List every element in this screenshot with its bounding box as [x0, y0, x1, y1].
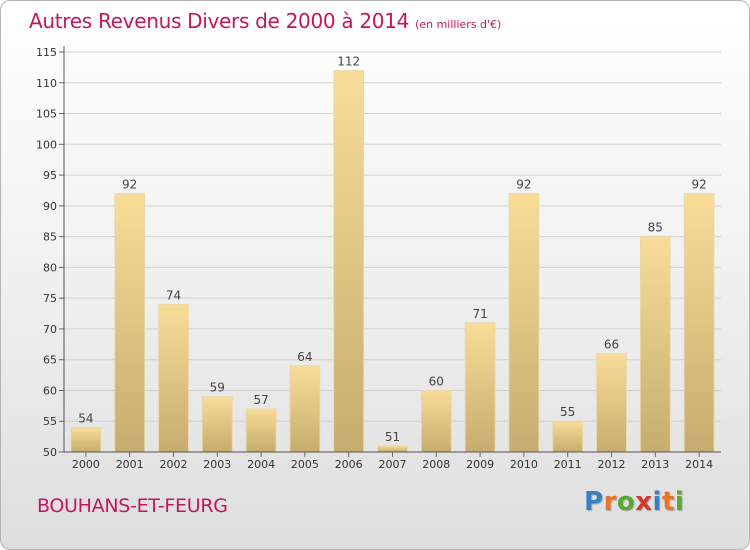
bar-2010 — [508, 193, 540, 453]
data-label: 92 — [691, 178, 706, 192]
bar-2003 — [202, 396, 233, 453]
x-tick-label: 2008 — [422, 458, 450, 471]
commune-name: BOUHANS-ET-FEURG — [37, 495, 228, 517]
bar-2006 — [333, 70, 364, 453]
data-label: 55 — [560, 405, 575, 419]
x-tick-label: 2010 — [510, 458, 538, 471]
y-tick-label: 55 — [43, 415, 57, 428]
bar-2002 — [158, 303, 189, 453]
bar-2012 — [596, 353, 627, 453]
data-label: 57 — [253, 393, 268, 407]
bar-2005 — [289, 365, 321, 453]
x-tick-label: 2002 — [160, 458, 188, 471]
logo-letter: x — [635, 487, 653, 517]
bar-2000 — [70, 426, 102, 453]
y-tick-label: 85 — [43, 231, 57, 244]
chart-subtitle: (en milliers d'€) — [415, 18, 502, 31]
bar-2014 — [683, 193, 715, 453]
data-label: 74 — [166, 288, 181, 302]
bar-2011 — [552, 420, 583, 453]
y-tick-label: 75 — [43, 292, 57, 305]
data-label: 92 — [516, 178, 531, 192]
bar-2004 — [245, 408, 277, 453]
data-label: 85 — [648, 221, 663, 235]
y-tick-label: 100 — [36, 138, 57, 151]
data-label: 112 — [337, 54, 360, 68]
y-tick-label: 90 — [43, 200, 57, 213]
x-tick-label: 2003 — [203, 458, 231, 471]
x-axis-tick-labels: 2000 2001 2002 2003 2004 2005 2006 2007 2008 2009… — [72, 452, 713, 471]
y-tick-label: 95 — [43, 169, 57, 182]
data-label: 64 — [297, 350, 312, 364]
x-tick-label: 2009 — [466, 458, 494, 471]
data-labels: 54 92 74 59 57 64 112 51 60 71 92 55 66 85 92 — [78, 54, 706, 443]
logo-letter: r — [603, 487, 617, 517]
x-tick-label: 2007 — [379, 458, 407, 471]
logo-letter: P — [584, 487, 604, 517]
chart-title-block: Autres Revenus Divers de 2000 à 2014 (en … — [29, 9, 501, 33]
bar-2007 — [377, 445, 408, 453]
x-tick-label: 2006 — [335, 458, 363, 471]
chart-title: Autres Revenus Divers de 2000 à 2014 — [29, 9, 410, 33]
y-tick-label: 60 — [43, 384, 57, 397]
x-tick-label: 2011 — [554, 458, 582, 471]
x-tick-label: 2000 — [72, 458, 100, 471]
data-label: 51 — [385, 430, 400, 444]
data-label: 60 — [429, 374, 444, 388]
data-label: 54 — [78, 411, 93, 425]
logo-letter: i — [652, 487, 662, 517]
x-tick-label: 2004 — [247, 458, 275, 471]
bar-2009 — [464, 322, 496, 453]
proxiti-logo: Proxiti — [584, 487, 684, 517]
y-tick-label: 50 — [43, 446, 57, 459]
data-label: 92 — [122, 178, 137, 192]
y-tick-label: 65 — [43, 354, 57, 367]
bars — [70, 70, 715, 453]
x-tick-label: 2012 — [598, 458, 626, 471]
y-axis-tick-labels: 50 55 60 65 70 75 80 85 90 95 100 105 110 115 — [36, 46, 57, 459]
bar-2001 — [114, 193, 145, 453]
data-label: 59 — [210, 381, 225, 395]
y-tick-label: 115 — [36, 46, 57, 59]
y-tick-label: 70 — [43, 323, 57, 336]
y-tick-label: 105 — [36, 108, 57, 121]
y-tick-label: 80 — [43, 261, 57, 274]
x-tick-label: 2005 — [291, 458, 319, 471]
x-tick-label: 2014 — [685, 458, 713, 471]
x-tick-label: 2001 — [116, 458, 144, 471]
data-label: 71 — [472, 307, 487, 321]
bar-2013 — [640, 236, 671, 453]
logo-letter: t — [661, 487, 675, 517]
data-label: 66 — [604, 338, 619, 352]
y-tick-label: 110 — [36, 77, 57, 90]
bar-2008 — [421, 390, 452, 453]
logo-letter: i — [674, 487, 685, 517]
logo-letter: o — [616, 487, 636, 517]
x-tick-label: 2013 — [641, 458, 669, 471]
